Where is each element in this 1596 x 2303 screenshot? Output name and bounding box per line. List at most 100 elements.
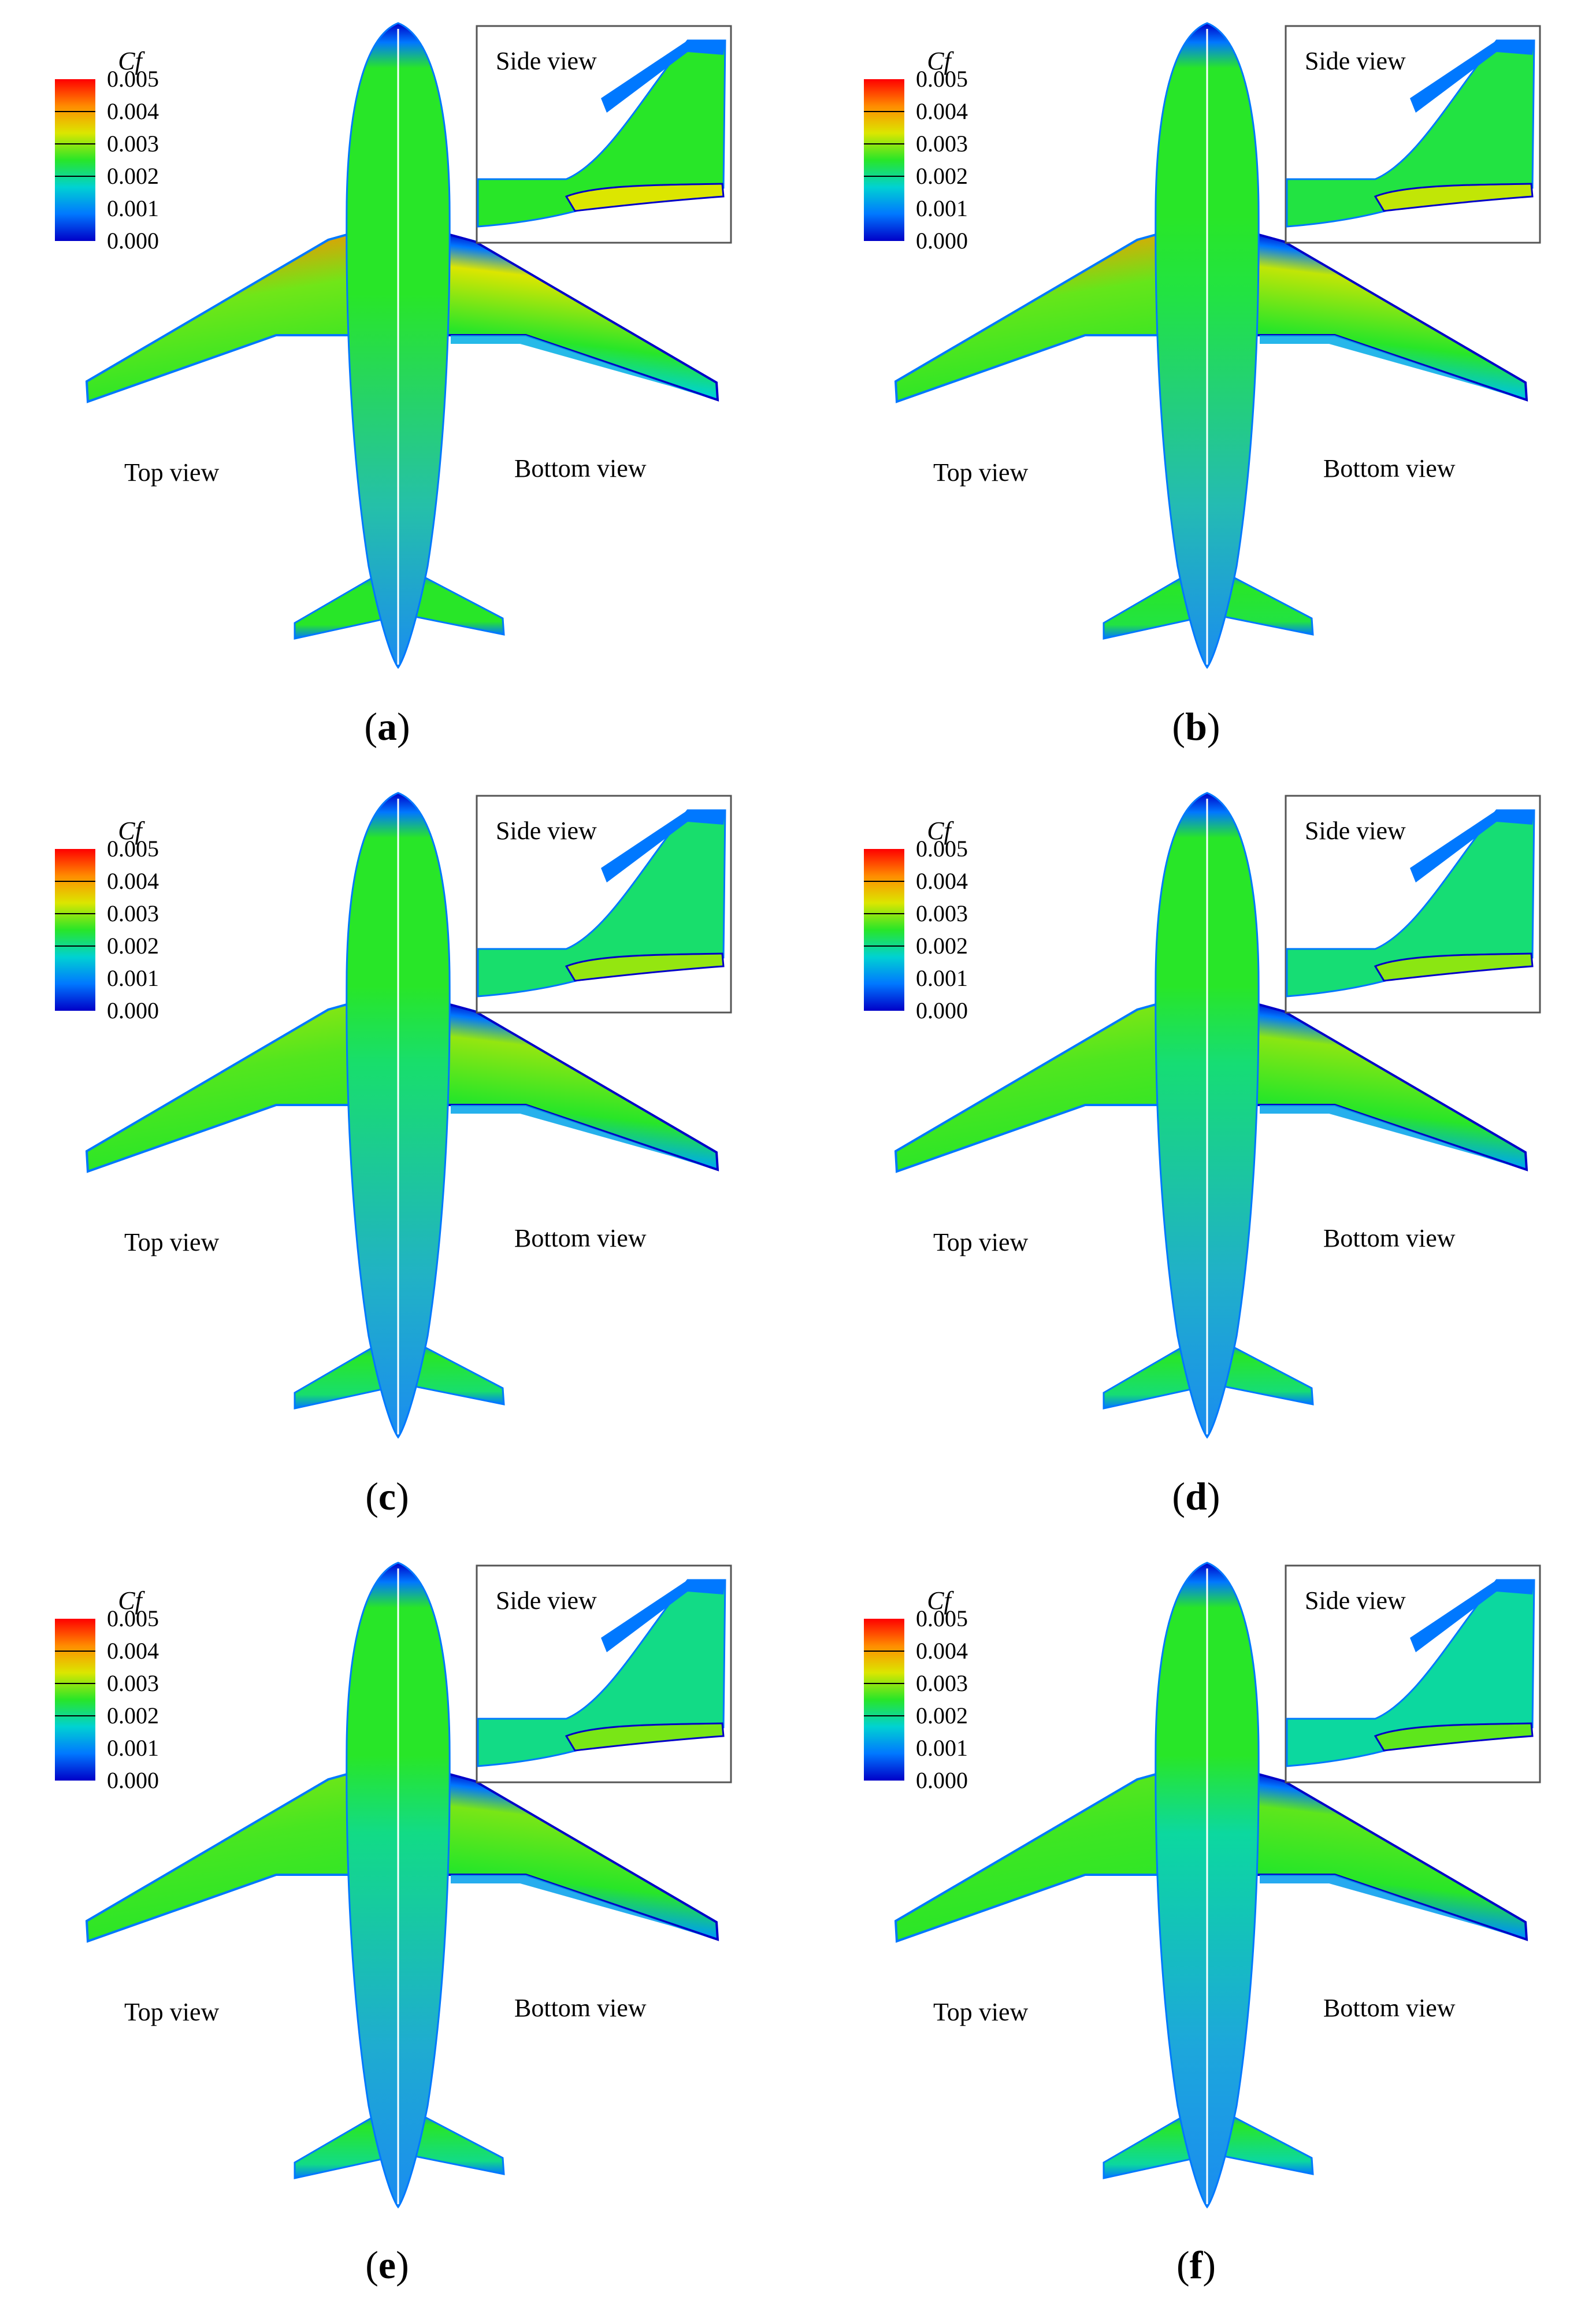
side-view-fin-leading-edge — [1410, 1580, 1534, 1652]
side-view-stabilizer — [565, 1722, 725, 1752]
top-view-label: Top view — [124, 458, 220, 487]
bottom-view-wing-shading — [451, 1875, 708, 1937]
colorbar-tick-label: 0.005 — [916, 1605, 968, 1631]
colorbar-tick-label: 0.004 — [916, 1638, 968, 1664]
colorbar-tick-label: 0.000 — [916, 997, 968, 1023]
colorbar — [864, 849, 904, 1011]
caption-letter-e: e — [378, 2243, 396, 2287]
top-view-wing — [894, 227, 1180, 403]
colorbar-title: Cf — [118, 47, 145, 75]
bottom-view-wing — [1234, 227, 1528, 402]
colorbar-tick-label: 0.004 — [916, 868, 968, 894]
colorbar-tick-label: 0.005 — [107, 836, 159, 862]
bottom-view-wing-shading — [1260, 1105, 1517, 1167]
top-view-wing — [894, 996, 1180, 1173]
bottom-view-label: Bottom view — [1323, 1224, 1456, 1252]
panel-f: Cf 0.005 0.004 0.003 0.002 0.001 0.000 Side vie… — [832, 1551, 1560, 2233]
top-view-label: Top view — [933, 1998, 1029, 2026]
caption-letter-b: b — [1185, 704, 1207, 748]
colorbar-tick-label: 0.003 — [107, 900, 159, 926]
side-view-label: Side view — [496, 47, 597, 75]
caption-e: (e) — [365, 2243, 409, 2287]
colorbar-tick-label: 0.004 — [107, 98, 159, 124]
bottom-view-label: Bottom view — [514, 1224, 647, 1252]
bottom-view-label: Bottom view — [1323, 454, 1456, 483]
bottom-view-wing — [1234, 1766, 1528, 1941]
bottom-view-wing — [425, 1766, 719, 1941]
side-view-label: Side view — [1305, 817, 1406, 845]
colorbar — [864, 79, 904, 241]
colorbar-title: Cf — [927, 817, 954, 845]
bottom-view-wing-shading — [451, 1105, 708, 1167]
caption-c: (c) — [365, 1474, 409, 1518]
colorbar-tick-label: 0.001 — [916, 1735, 968, 1761]
bottom-view-wing-shading — [1260, 335, 1517, 398]
side-view-label: Side view — [1305, 1586, 1406, 1615]
contour-plot-b: Cf0.005 0.004 0.003 0.002 0.001 0.000 Side vie… — [864, 22, 1541, 669]
bottom-view-label: Bottom view — [514, 454, 647, 483]
colorbar — [55, 849, 95, 1011]
bottom-view-label: Bottom view — [1323, 1994, 1456, 2022]
top-view-wing — [85, 227, 371, 403]
panel-c: Cf 0.005 0.004 0.003 0.002 0.001 0.000 Side vie… — [23, 781, 751, 1463]
bottom-view-wing-shading — [1260, 1875, 1517, 1937]
caption-d: (d) — [1172, 1474, 1220, 1518]
colorbar-tick-label: 0.002 — [107, 933, 159, 959]
colorbar-tick-label: 0.005 — [916, 66, 968, 92]
side-view-stabilizer — [565, 183, 725, 212]
contour-plot-f: Cf0.005 0.004 0.003 0.002 0.001 0.000 Side vie… — [864, 1562, 1541, 2209]
colorbar — [864, 1619, 904, 1781]
bottom-view-wing-shading — [451, 335, 708, 398]
colorbar-title: Cf — [927, 47, 954, 75]
caption-b: (b) — [1172, 704, 1220, 748]
colorbar-tick-label: 0.004 — [916, 98, 968, 124]
colorbar-title: Cf — [118, 1586, 145, 1615]
bottom-view-wing — [1234, 996, 1528, 1171]
colorbar-tick-label: 0.002 — [916, 1703, 968, 1729]
caption-letter-f: f — [1189, 2243, 1203, 2287]
colorbar-tick-label: 0.001 — [916, 195, 968, 221]
colorbar-tick-label: 0.000 — [107, 228, 159, 254]
side-view-fin-leading-edge — [601, 1580, 725, 1652]
side-view-fin-leading-edge — [1410, 40, 1534, 113]
colorbar-tick-label: 0.001 — [916, 965, 968, 991]
colorbar-tick-label: 0.004 — [107, 1638, 159, 1664]
colorbar-tick-label: 0.000 — [107, 1767, 159, 1793]
caption-letter-a: a — [377, 704, 397, 748]
colorbar-tick-label: 0.001 — [107, 1735, 159, 1761]
colorbar-tick-label: 0.002 — [916, 933, 968, 959]
colorbar-tick-label: 0.003 — [107, 1670, 159, 1696]
top-view-label: Top view — [933, 458, 1029, 487]
side-view-fin-leading-edge — [1410, 810, 1534, 882]
colorbar-tick-label: 0.003 — [107, 131, 159, 157]
colorbar-title: Cf — [927, 1586, 954, 1615]
side-view-stabilizer — [1374, 952, 1534, 982]
colorbar-tick-label: 0.003 — [916, 1670, 968, 1696]
side-view-fin-leading-edge — [601, 810, 725, 882]
top-view-label: Top view — [124, 1228, 220, 1256]
side-view-stabilizer — [1374, 1722, 1534, 1752]
top-view-label: Top view — [933, 1228, 1029, 1256]
caption-a: (a) — [364, 704, 410, 748]
caption-letter-c: c — [378, 1474, 396, 1518]
top-view-label: Top view — [124, 1998, 220, 2026]
bottom-view-wing — [425, 227, 719, 402]
bottom-view-label: Bottom view — [514, 1994, 647, 2022]
colorbar-tick-label: 0.000 — [916, 228, 968, 254]
colorbar-tick-label: 0.004 — [107, 868, 159, 894]
colorbar — [55, 1619, 95, 1781]
panel-e: Cf 0.005 0.004 0.003 0.002 0.001 0.000 Side vie… — [23, 1551, 751, 2233]
colorbar-tick-label: 0.005 — [107, 66, 159, 92]
colorbar-tick-label: 0.000 — [916, 1767, 968, 1793]
side-view-label: Side view — [496, 817, 597, 845]
caption-letter-d: d — [1185, 1474, 1207, 1518]
panel-d: Cf 0.005 0.004 0.003 0.002 0.001 0.000 Side vie… — [832, 781, 1560, 1463]
colorbar-tick-label: 0.001 — [107, 195, 159, 221]
side-view-label: Side view — [1305, 47, 1406, 75]
bottom-view-wing — [425, 996, 719, 1171]
contour-plot-d: Cf0.005 0.004 0.003 0.002 0.001 0.000 Side vie… — [864, 792, 1541, 1439]
colorbar-tick-label: 0.000 — [107, 997, 159, 1023]
top-view-wing — [85, 1766, 371, 1943]
colorbar-tick-label: 0.005 — [107, 1605, 159, 1631]
side-view-stabilizer — [565, 952, 725, 982]
